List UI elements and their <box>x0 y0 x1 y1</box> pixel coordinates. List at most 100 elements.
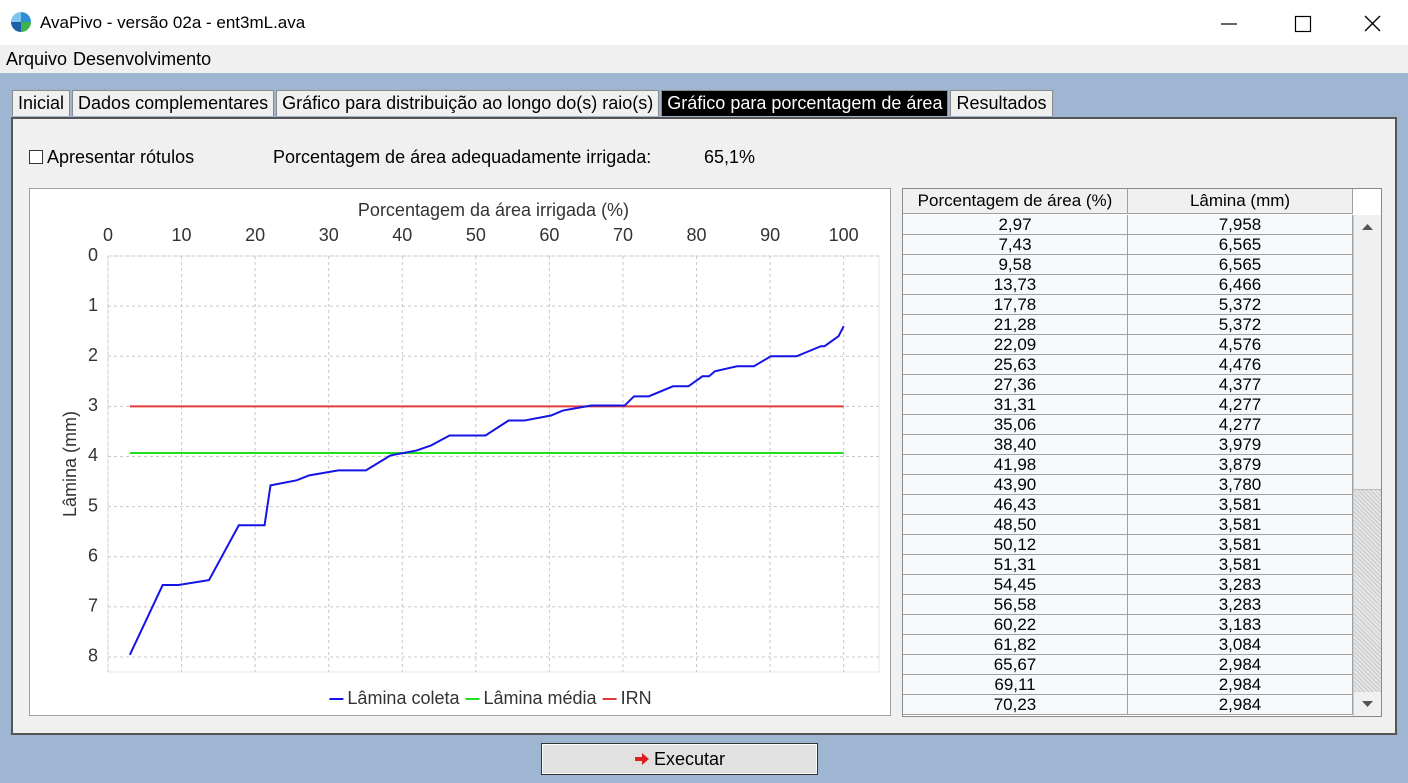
tab[interactable]: Dados complementares <box>72 90 275 116</box>
table-cell: 6,565 <box>1128 255 1353 275</box>
x-axis-title: Porcentagem da área irrigada (%) <box>358 200 629 220</box>
table-cell: 43,90 <box>903 475 1128 495</box>
table-row: 9,58 6,565 <box>903 255 1353 275</box>
menu-item[interactable]: Arquivo <box>6 48 68 69</box>
table-row: 69,11 2,984 <box>903 675 1353 695</box>
table-cell: 2,97 <box>903 215 1128 235</box>
scroll-up[interactable] <box>1354 215 1381 239</box>
table-row: 56,58 3,283 <box>903 595 1353 615</box>
table-cell: 4,277 <box>1128 415 1353 435</box>
table-cell: 3,084 <box>1128 635 1353 655</box>
table-cell: 48,50 <box>903 515 1128 535</box>
table-cell: 3,581 <box>1128 495 1353 515</box>
x-tick-label: 100 <box>829 225 859 245</box>
table-row: 60,22 3,183 <box>903 615 1353 635</box>
table-row: 51,31 3,581 <box>903 555 1353 575</box>
table-row: 48,50 3,581 <box>903 515 1353 535</box>
table-cell: 50,12 <box>903 535 1128 555</box>
table-cell: 7,43 <box>903 235 1128 255</box>
x-tick-label: 80 <box>687 225 707 245</box>
y-tick-label: 0 <box>88 245 98 265</box>
x-tick-label: 40 <box>392 225 412 245</box>
y-tick-label: 4 <box>88 445 98 465</box>
y-axis-title: Lâmina (mm) <box>60 411 80 517</box>
button-icon <box>634 753 649 765</box>
chart: 0 10 20 30 40 50 60 70 80 90 100 0 1 2 3 4 5 6 7 8 Porcentag… <box>29 188 891 716</box>
table-cell: 60,22 <box>903 615 1128 635</box>
table-row: 46,43 3,581 <box>903 495 1353 515</box>
x-tick-label: 10 <box>172 225 192 245</box>
table-cell: 35,06 <box>903 415 1128 435</box>
y-tick-label: 5 <box>88 495 98 515</box>
table-cell: 46,43 <box>903 495 1128 515</box>
menu-item[interactable]: Desenvolvimento <box>73 48 212 69</box>
tab[interactable]: Resultados <box>950 90 1053 116</box>
legend-label: IRN <box>621 688 652 708</box>
table-row: 31,31 4,277 <box>903 395 1353 415</box>
table-cell: 70,23 <box>903 695 1128 715</box>
y-tick-label: 2 <box>88 345 98 365</box>
table-row: 13,73 6,466 <box>903 275 1353 295</box>
window-controls[interactable] <box>1215 10 1395 38</box>
scroll-thumb[interactable] <box>1354 239 1381 490</box>
column-header[interactable]: Porcentagem de área (%) <box>903 189 1128 214</box>
tab[interactable]: Inicial <box>12 90 71 116</box>
table-row: 41,98 3,879 <box>903 455 1353 475</box>
table-cell: 41,98 <box>903 455 1128 475</box>
table-row: 35,06 4,277 <box>903 415 1353 435</box>
table-cell: 3,183 <box>1128 615 1353 635</box>
table-cell: 65,67 <box>903 655 1128 675</box>
scroll-down[interactable] <box>1354 692 1381 716</box>
column-header[interactable]: Lâmina (mm) <box>1128 189 1353 214</box>
table-cell: 4,476 <box>1128 355 1353 375</box>
table-header: Porcentagem de área (%) Lâmina (mm) <box>903 189 1353 214</box>
tab[interactable]: Gráfico para distribuição ao longo do(s)… <box>276 90 660 116</box>
table-cell: 61,82 <box>903 635 1128 655</box>
title-bar: AvaPivo - versão 02a - ent3mL.ava <box>0 0 1408 45</box>
table-row: 25,63 4,476 <box>903 355 1353 375</box>
table-row: 2,97 7,958 <box>903 215 1353 235</box>
x-tick-label: 20 <box>245 225 265 245</box>
x-tick-label: 60 <box>539 225 559 245</box>
button-label[interactable]: Executar <box>653 748 726 769</box>
table-row: 17,78 5,372 <box>903 295 1353 315</box>
app-icon <box>11 12 31 32</box>
table-row: 7,43 6,565 <box>903 235 1353 255</box>
execute-button[interactable]: Executar <box>541 743 818 775</box>
data-table: Porcentagem de área (%) Lâmina (mm) 2,97 7,… <box>902 188 1382 717</box>
table-row: 43,90 3,780 <box>903 475 1353 495</box>
tab[interactable]: Gráfico para porcentagem de área <box>661 90 949 116</box>
table-cell: 7,958 <box>1128 215 1353 235</box>
table-cell: 25,63 <box>903 355 1128 375</box>
checkbox[interactable] <box>29 150 43 164</box>
y-tick-label: 1 <box>88 295 98 315</box>
table-cell: 31,31 <box>903 395 1128 415</box>
table-cell: 4,377 <box>1128 375 1353 395</box>
table-cell: 13,73 <box>903 275 1128 295</box>
table-cell: 2,984 <box>1128 695 1353 715</box>
table-cell: 69,11 <box>903 675 1128 695</box>
table-cell: 3,979 <box>1128 435 1353 455</box>
x-tick-label: 30 <box>319 225 339 245</box>
table-cell: 9,58 <box>903 255 1128 275</box>
checkbox-label[interactable]: Apresentar rótulos <box>47 147 195 167</box>
table-cell: 27,36 <box>903 375 1128 395</box>
table-cell: 3,780 <box>1128 475 1353 495</box>
y-tick-label: 7 <box>88 596 98 616</box>
legend-label: Lâmina média <box>484 688 598 708</box>
scrollbar[interactable] <box>1353 215 1381 716</box>
y-tick-label: 3 <box>88 395 98 415</box>
table-cell: 3,581 <box>1128 555 1353 575</box>
plot-area <box>107 255 880 673</box>
x-tick-label: 70 <box>613 225 633 245</box>
table-row: 27,36 4,377 <box>903 375 1353 395</box>
table-row: 50,12 3,581 <box>903 535 1353 555</box>
table-row: 38,40 3,979 <box>903 435 1353 455</box>
table-cell: 3,879 <box>1128 455 1353 475</box>
table-row: 21,28 5,372 <box>903 315 1353 335</box>
table-cell: 3,581 <box>1128 515 1353 535</box>
table-row: 54,45 3,283 <box>903 575 1353 595</box>
x-tick-label: 90 <box>760 225 780 245</box>
x-tick-label: 0 <box>103 225 113 245</box>
